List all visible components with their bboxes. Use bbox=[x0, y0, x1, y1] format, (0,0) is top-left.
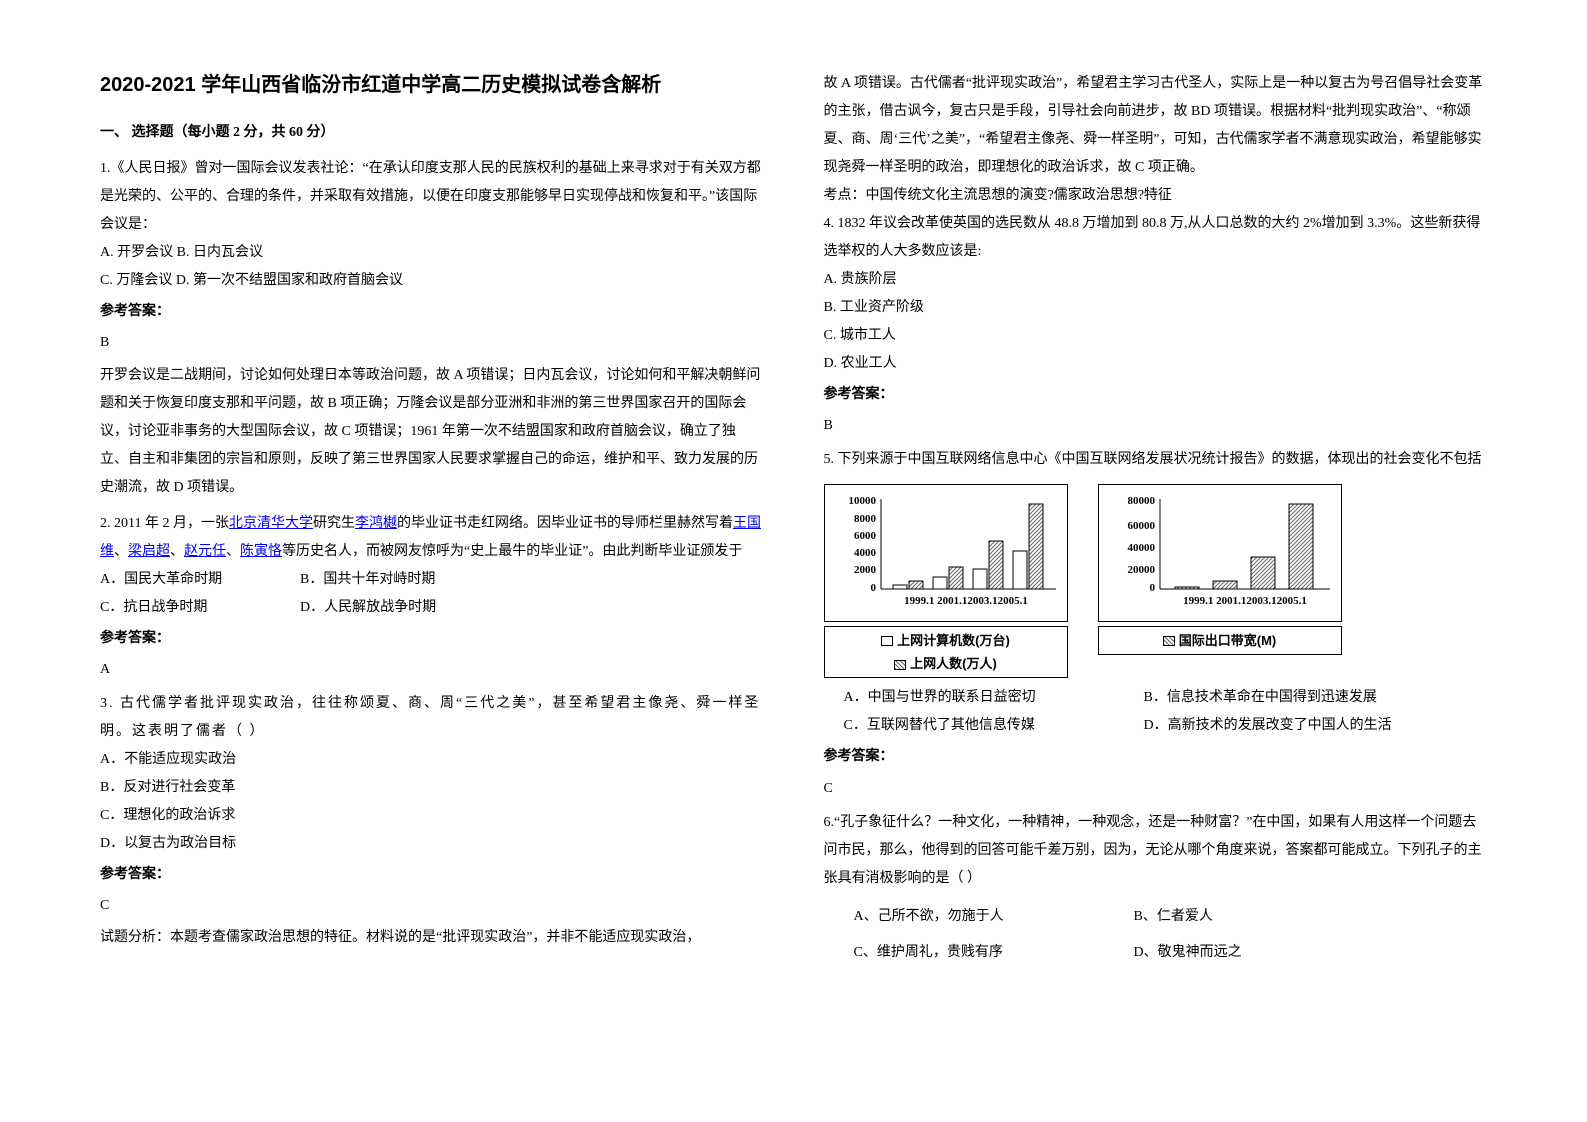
q4-answer-label: 参考答案： bbox=[824, 382, 1488, 407]
svg-text:8000: 8000 bbox=[854, 513, 877, 525]
q2-mid2: 的毕业证书走红网络。因毕业证书的导师栏里赫然写着 bbox=[397, 516, 733, 531]
chart-1-legend: 上网计算机数(万台) 上网人数(万人) bbox=[824, 626, 1068, 679]
legend-1b: 上网人数(万人) bbox=[910, 656, 997, 671]
link-university[interactable]: 北京清华大学 bbox=[229, 516, 313, 531]
q6-optC: C、维护周礼，贵贱有序 bbox=[854, 939, 1094, 967]
q5-optD: D．高新技术的发展改变了中国人的生活 bbox=[1144, 712, 1392, 740]
q3-optD: D．以复古为政治目标 bbox=[100, 830, 764, 858]
question-4: 4. 1832 年议会改革使英国的选民数从 48.8 万增加到 80.8 万,从… bbox=[824, 210, 1488, 438]
svg-text:10000: 10000 bbox=[848, 495, 876, 507]
q3-answer-label: 参考答案： bbox=[100, 862, 764, 887]
chart-1: 10000 8000 6000 4000 2000 0 bbox=[824, 484, 1068, 621]
q5-options-1: A．中国与世界的联系日益密切 B．信息技术革命在中国得到迅速发展 bbox=[824, 684, 1488, 712]
right-column: 故 A 项错误。古代儒者“批评现实政治”，希望君主学习古代圣人，实际上是一种以复… bbox=[824, 70, 1488, 1072]
svg-text:40000: 40000 bbox=[1127, 542, 1155, 554]
q1-optD: D. 第一次不结盟国家和政府首脑会议 bbox=[176, 273, 403, 288]
svg-text:4000: 4000 bbox=[854, 547, 877, 559]
q2-options-2: C．抗日战争时期 D．人民解放战争时期 bbox=[100, 594, 764, 622]
left-column: 2020-2021 学年山西省临汾市红道中学高二历史模拟试卷含解析 一、 选择题… bbox=[100, 70, 764, 1072]
q2-answer-label: 参考答案： bbox=[100, 626, 764, 651]
chart-2-wrap: 80000 60000 40000 20000 0 1999.1 2001.12… bbox=[1098, 484, 1342, 678]
q2-suffix: 等历史名人，而被网友惊呼为“史上最牛的毕业证”。由此判断毕业证颁发于 bbox=[282, 544, 742, 559]
q2-optD: D．人民解放战争时期 bbox=[300, 594, 460, 622]
q5-answer: C bbox=[824, 776, 1488, 801]
q6-optA: A、己所不欲，勿施于人 bbox=[854, 903, 1094, 931]
q3-optA: A．不能适应现实政治 bbox=[100, 746, 764, 774]
legend-1a: 上网计算机数(万台) bbox=[897, 633, 1010, 648]
q1-optA: A. 开罗会议 bbox=[100, 245, 173, 260]
q3-kaodian: 考点：中国传统文化主流思想的演变?儒家政治思想?特征 bbox=[824, 182, 1488, 210]
q2-optC: C．抗日战争时期 bbox=[100, 594, 260, 622]
q6-text: 6.“孔子象征什么？一种文化，一种精神，一种观念，还是一种财富？”在中国，如果有… bbox=[824, 809, 1488, 893]
sep2: 、 bbox=[170, 544, 184, 559]
q1-text: 1.《人民日报》曾对一国际会议发表社论：“在承认印度支那人民的民族权利的基础上来… bbox=[100, 155, 764, 239]
svg-text:0: 0 bbox=[870, 582, 876, 594]
sep1: 、 bbox=[114, 544, 128, 559]
link-p3[interactable]: 赵元任 bbox=[184, 544, 226, 559]
svg-text:1999.1 2001.12003.12005.1: 1999.1 2001.12003.12005.1 bbox=[904, 595, 1028, 607]
q3-optC: C．理想化的政治诉求 bbox=[100, 802, 764, 830]
q5-text: 5. 下列来源于中国互联网络信息中心《中国互联网络发展状况统计报告》的数据，体现… bbox=[824, 446, 1488, 474]
q3-explanation-2: 故 A 项错误。古代儒者“批评现实政治”，希望君主学习古代圣人，实际上是一种以复… bbox=[824, 70, 1488, 182]
q1-answer: B bbox=[100, 330, 764, 355]
q4-optC: C. 城市工人 bbox=[824, 322, 1488, 350]
q4-optB: B. 工业资产阶级 bbox=[824, 294, 1488, 322]
q2-optA: A．国民大革命时期 bbox=[100, 566, 260, 594]
q3-text: 3. 古代儒学者批评现实政治，往往称颂夏、商、周“三代之美”，甚至希望君主像尧、… bbox=[100, 690, 764, 746]
q1-optC: C. 万隆会议 bbox=[100, 273, 172, 288]
q4-text: 4. 1832 年议会改革使英国的选民数从 48.8 万增加到 80.8 万,从… bbox=[824, 210, 1488, 266]
chart-1-wrap: 10000 8000 6000 4000 2000 0 bbox=[824, 484, 1068, 678]
q2-prefix: 2. 2011 年 2 月，一张 bbox=[100, 516, 229, 531]
q5-answer-label: 参考答案： bbox=[824, 744, 1488, 769]
q6-options-1: A、己所不欲，勿施于人 B、仁者爱人 bbox=[824, 903, 1488, 931]
section-header: 一、 选择题（每小题 2 分，共 60 分） bbox=[100, 120, 764, 145]
q2-mid1: 研究生 bbox=[313, 516, 355, 531]
q4-optD: D. 农业工人 bbox=[824, 350, 1488, 378]
legend-2: 国际出口带宽(M) bbox=[1179, 633, 1277, 648]
chart-2-svg: 80000 60000 40000 20000 0 1999.1 2001.12… bbox=[1105, 489, 1335, 609]
q1-options: A. 开罗会议 B. 日内瓦会议 bbox=[100, 239, 764, 267]
q2-options-1: A．国民大革命时期 B．国共十年对峙时期 bbox=[100, 566, 764, 594]
q5-optA: A．中国与世界的联系日益密切 bbox=[844, 684, 1104, 712]
q2-answer: A bbox=[100, 657, 764, 682]
q4-answer: B bbox=[824, 413, 1488, 438]
svg-text:0: 0 bbox=[1149, 582, 1155, 594]
page-title: 2020-2021 学年山西省临汾市红道中学高二历史模拟试卷含解析 bbox=[100, 70, 764, 100]
svg-text:6000: 6000 bbox=[854, 530, 877, 542]
q2-text: 2. 2011 年 2 月，一张北京清华大学研究生李鸿樾的毕业证书走红网络。因毕… bbox=[100, 510, 764, 566]
q5-optC: C．互联网替代了其他信息传媒 bbox=[844, 712, 1104, 740]
svg-text:80000: 80000 bbox=[1127, 495, 1155, 507]
q1-options-2: C. 万隆会议 D. 第一次不结盟国家和政府首脑会议 bbox=[100, 267, 764, 295]
chart-2-legend: 国际出口带宽(M) bbox=[1098, 626, 1342, 655]
question-5: 5. 下列来源于中国互联网络信息中心《中国互联网络发展状况统计报告》的数据，体现… bbox=[824, 446, 1488, 800]
question-2: 2. 2011 年 2 月，一张北京清华大学研究生李鸿樾的毕业证书走红网络。因毕… bbox=[100, 510, 764, 682]
q1-explanation: 开罗会议是二战期间，讨论如何处理日本等政治问题，故 A 项错误；日内瓦会议，讨论… bbox=[100, 362, 764, 502]
q1-optB: B. 日内瓦会议 bbox=[177, 245, 263, 260]
svg-text:2000: 2000 bbox=[854, 564, 877, 576]
q6-optD: D、敬鬼神而远之 bbox=[1134, 939, 1294, 967]
q5-options-2: C．互联网替代了其他信息传媒 D．高新技术的发展改变了中国人的生活 bbox=[824, 712, 1488, 740]
q3-answer: C bbox=[100, 893, 764, 918]
q3-optB: B．反对进行社会变革 bbox=[100, 774, 764, 802]
q5-optB: B．信息技术革命在中国得到迅速发展 bbox=[1144, 684, 1377, 712]
sep3: 、 bbox=[226, 544, 240, 559]
chart-1-svg: 10000 8000 6000 4000 2000 0 bbox=[831, 489, 1061, 609]
question-3: 3. 古代儒学者批评现实政治，往往称颂夏、商、周“三代之美”，甚至希望君主像尧、… bbox=[100, 690, 764, 952]
svg-text:1999.1 2001.12003.12005.1: 1999.1 2001.12003.12005.1 bbox=[1183, 595, 1307, 607]
link-name[interactable]: 李鸿樾 bbox=[355, 516, 397, 531]
q6-optB: B、仁者爱人 bbox=[1134, 903, 1294, 931]
q1-answer-label: 参考答案： bbox=[100, 299, 764, 324]
link-p4[interactable]: 陈寅恪 bbox=[240, 544, 282, 559]
svg-text:60000: 60000 bbox=[1127, 520, 1155, 532]
chart-2: 80000 60000 40000 20000 0 1999.1 2001.12… bbox=[1098, 484, 1342, 621]
link-p2[interactable]: 梁启超 bbox=[128, 544, 170, 559]
svg-text:20000: 20000 bbox=[1127, 564, 1155, 576]
charts: 10000 8000 6000 4000 2000 0 bbox=[824, 484, 1488, 678]
q2-optB: B．国共十年对峙时期 bbox=[300, 566, 460, 594]
question-6: 6.“孔子象征什么？一种文化，一种精神，一种观念，还是一种财富？”在中国，如果有… bbox=[824, 809, 1488, 967]
question-1: 1.《人民日报》曾对一国际会议发表社论：“在承认印度支那人民的民族权利的基础上来… bbox=[100, 155, 764, 501]
q6-options-2: C、维护周礼，贵贱有序 D、敬鬼神而远之 bbox=[824, 939, 1488, 967]
q3-explanation-1: 试题分析：本题考查儒家政治思想的特征。材料说的是“批评现实政治”，并非不能适应现… bbox=[100, 924, 764, 952]
q4-optA: A. 贵族阶层 bbox=[824, 266, 1488, 294]
